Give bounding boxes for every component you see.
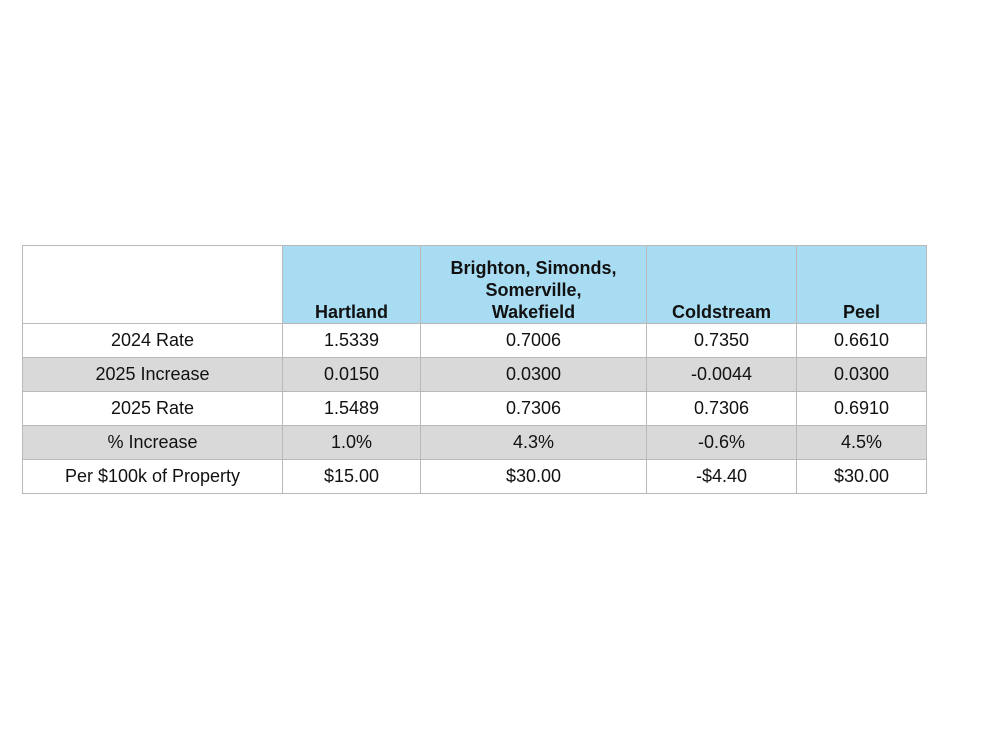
- table-cell: 1.0%: [282, 425, 421, 460]
- table-row-2024-rate: 2024 Rate 1.5339 0.7006 0.7350 0.6610: [22, 323, 927, 358]
- column-header-peel: Peel: [796, 245, 927, 324]
- tax-rate-table: Hartland Brighton, Simonds, Somerville, …: [22, 245, 927, 494]
- column-header-text: Peel: [842, 302, 881, 322]
- table-cell: -0.0044: [646, 357, 797, 392]
- column-header-coldstream: Coldstream: [646, 245, 797, 324]
- table-cell: 0.7306: [646, 391, 797, 426]
- column-header-text: Somerville,: [485, 280, 582, 300]
- table-cell: -0.6%: [646, 425, 797, 460]
- table-cell: 0.0300: [420, 357, 647, 392]
- column-header-text: Coldstream: [671, 302, 772, 322]
- column-header-hartland: Hartland: [282, 245, 421, 324]
- table-cell: $30.00: [796, 459, 927, 494]
- table-cell: 1.5339: [282, 323, 421, 358]
- header-corner-cell: [22, 245, 283, 324]
- table-cell: 4.5%: [796, 425, 927, 460]
- table-cell: $15.00: [282, 459, 421, 494]
- table-row-percent-increase: % Increase 1.0% 4.3% -0.6% 4.5%: [22, 425, 927, 460]
- table-cell: -$4.40: [646, 459, 797, 494]
- column-header-brighton-simonds-somerville-wakefield: Brighton, Simonds, Somerville, Wakefield: [420, 245, 647, 324]
- table-cell: 0.7306: [420, 391, 647, 426]
- table-row-2025-rate: 2025 Rate 1.5489 0.7306 0.7306 0.6910: [22, 391, 927, 426]
- table-cell: 1.5489: [282, 391, 421, 426]
- table-cell: 0.6610: [796, 323, 927, 358]
- table-cell: 0.0300: [796, 357, 927, 392]
- table-cell: 0.6910: [796, 391, 927, 426]
- table-row-per-100k: Per $100k of Property $15.00 $30.00 -$4.…: [22, 459, 927, 494]
- table-header-row: Hartland Brighton, Simonds, Somerville, …: [22, 245, 927, 324]
- table-row-2025-increase: 2025 Increase 0.0150 0.0300 -0.0044 0.03…: [22, 357, 927, 392]
- column-header-text: Brighton, Simonds,: [450, 258, 617, 278]
- table-cell: 0.7350: [646, 323, 797, 358]
- table-cell: $30.00: [420, 459, 647, 494]
- row-label: % Increase: [22, 425, 283, 460]
- row-label: Per $100k of Property: [22, 459, 283, 494]
- table-cell: 4.3%: [420, 425, 647, 460]
- column-header-text: Wakefield: [491, 302, 576, 322]
- row-label: 2024 Rate: [22, 323, 283, 358]
- row-label: 2025 Rate: [22, 391, 283, 426]
- row-label: 2025 Increase: [22, 357, 283, 392]
- table-cell: 0.7006: [420, 323, 647, 358]
- column-header-text: Hartland: [314, 302, 388, 322]
- table-cell: 0.0150: [282, 357, 421, 392]
